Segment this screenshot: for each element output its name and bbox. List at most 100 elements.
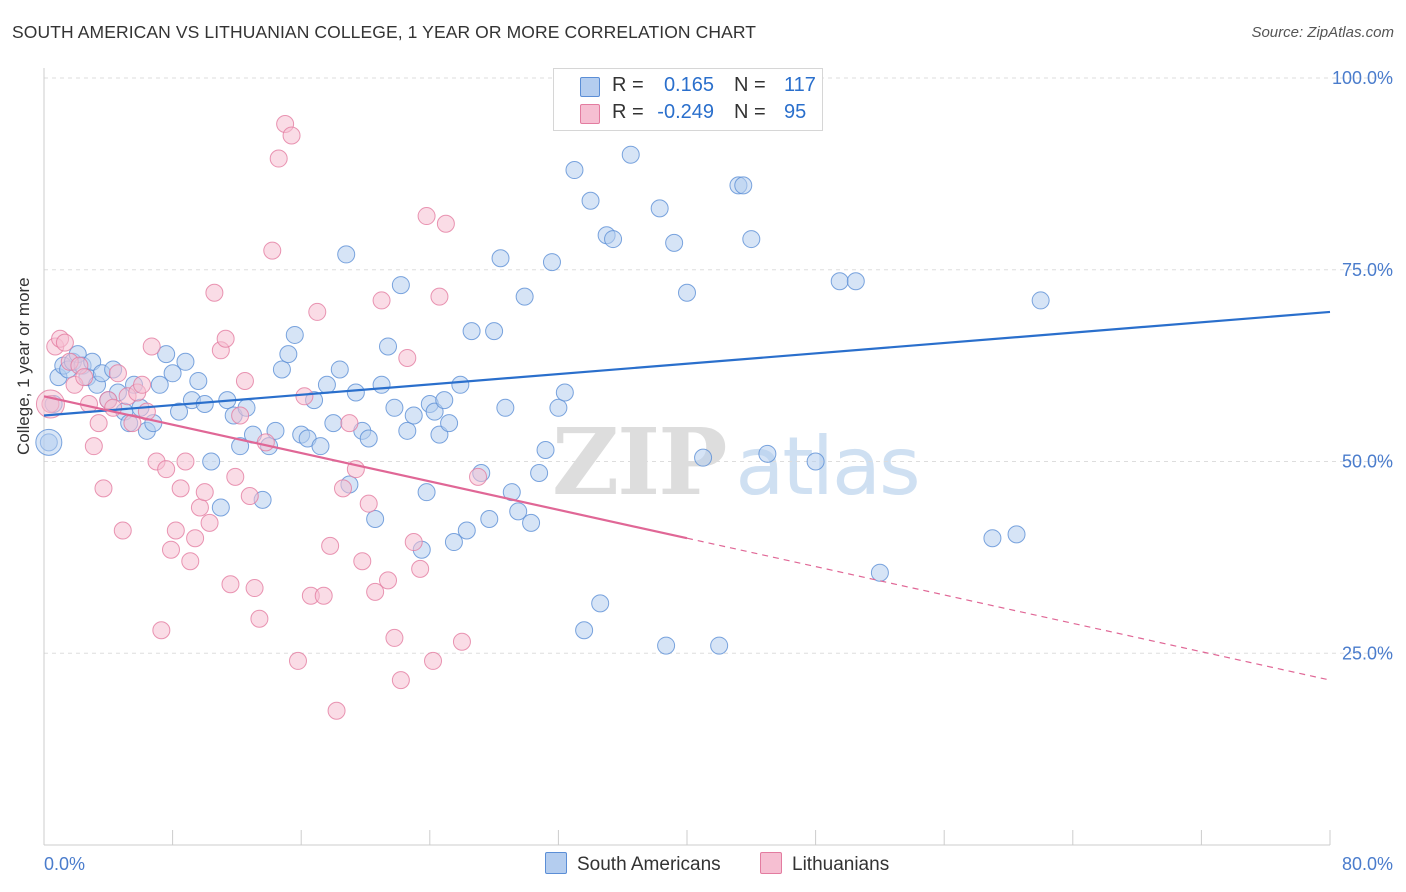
lithuanians-point [353, 552, 372, 571]
south-americans-point [346, 383, 365, 402]
south-americans-point [581, 191, 600, 210]
south-americans-point [665, 233, 684, 252]
lithuanians-point [327, 701, 346, 720]
legend-row-lithuanians: R = -0.249 N = 95 [554, 101, 822, 127]
lithuanians-point [398, 348, 417, 367]
lithuanians-point-large [35, 389, 65, 419]
legend-r-label: R = [612, 74, 644, 96]
bottom-legend-swatch-blue [545, 852, 567, 874]
south-americans-point [457, 521, 476, 540]
south-americans-point [366, 510, 385, 529]
lithuanians-point [171, 479, 190, 498]
bottom-legend-swatch-pink [760, 852, 782, 874]
y-tick-label: 25.0% [1342, 643, 1393, 663]
lithuanians-point [123, 414, 142, 433]
lithuanians-point [84, 437, 103, 456]
lithuanians-point [314, 586, 333, 605]
lithuanians-point [282, 126, 301, 145]
lithuanians-point [469, 467, 488, 486]
lithuanians-point [436, 214, 455, 233]
source-label: Source: ZipAtlas.com [1251, 24, 1394, 41]
south-americans-point [404, 406, 423, 425]
lithuanians-point [333, 479, 352, 498]
bottom-legend-lithuanians: Lithuanians [760, 852, 889, 876]
lithuanians-point [235, 371, 254, 390]
south-americans-point [385, 398, 404, 417]
south-americans-point [657, 636, 676, 655]
lithuanians-point [133, 375, 152, 394]
x-tick-label-max: 80.0% [1342, 854, 1393, 874]
south-americans-point [650, 199, 669, 218]
south-americans-point [1031, 291, 1050, 310]
south-americans-point [502, 483, 521, 502]
lithuanians-point [391, 671, 410, 690]
south-americans-point [742, 230, 761, 249]
lithuanians-point [113, 521, 132, 540]
south-americans-point [565, 161, 584, 180]
lithuanians-point [295, 387, 314, 406]
legend-swatch-pink [580, 104, 600, 124]
lithuanians-point [166, 521, 185, 540]
south-americans-point [830, 272, 849, 291]
lithuanians-point [142, 337, 161, 356]
south-americans-point [485, 322, 504, 341]
lithuanians-point [372, 291, 391, 310]
lithuanians-point [379, 571, 398, 590]
legend-row-south-americans: R = 0.165 N = 117 [554, 74, 822, 100]
south-americans-point [549, 398, 568, 417]
lithuanians-point [240, 487, 259, 506]
south-americans-point [983, 529, 1002, 548]
south-americans-point [806, 452, 825, 471]
legend-swatch-blue [580, 77, 600, 97]
lithuanians-point [75, 368, 94, 387]
y-axis-label: College, 1 year or more [14, 277, 33, 455]
lithuanians-point [200, 513, 219, 532]
lithuanians-point [340, 414, 359, 433]
correlation-legend: R = 0.165 N = 117 R = -0.249 N = 95 [553, 68, 823, 131]
legend-n-value: 95 [784, 101, 807, 123]
south-americans-point [846, 272, 865, 291]
lithuanians-point [152, 621, 171, 640]
south-americans-point [694, 448, 713, 467]
south-americans-point [150, 375, 169, 394]
lithuanians-point [424, 651, 443, 670]
lithuanians-point [181, 552, 200, 571]
legend-n-label: N = [734, 74, 766, 96]
south-americans-point [536, 440, 555, 459]
south-americans-point [591, 594, 610, 613]
south-americans-point [266, 421, 285, 440]
south-americans-trend-line [43, 310, 1331, 417]
bottom-legend-label: Lithuanians [792, 854, 890, 875]
y-tick-label: 100.0% [1332, 68, 1393, 88]
lithuanians-trend-line-extrapolated [686, 537, 1331, 681]
y-tick-label: 50.0% [1342, 452, 1393, 472]
lithuanians-point [205, 283, 224, 302]
south-americans-point [425, 402, 444, 421]
south-americans-point [272, 360, 291, 379]
south-americans-point [480, 510, 499, 529]
lithuanians-point [452, 632, 471, 651]
south-americans-point [870, 563, 889, 582]
south-americans-point [391, 276, 410, 295]
south-americans-point [451, 375, 470, 394]
lithuanians-point [321, 536, 340, 555]
south-americans-point [359, 429, 378, 448]
lithuanians-point [417, 207, 436, 226]
legend-n-label: N = [734, 101, 766, 123]
south-americans-point [189, 371, 208, 390]
lithuanians-point [256, 433, 275, 452]
south-americans-point [515, 287, 534, 306]
bottom-legend-south-americans: South Americans [545, 852, 721, 876]
south-americans-point [491, 249, 510, 268]
legend-r-label: R = [612, 101, 644, 123]
south-americans-point [509, 502, 528, 521]
south-americans-point [317, 375, 336, 394]
south-americans-point [621, 145, 640, 164]
south-americans-point [337, 245, 356, 264]
south-americans-point [542, 253, 561, 272]
lithuanians-point [308, 302, 327, 321]
south-americans-point [379, 337, 398, 356]
lithuanians-point [157, 460, 176, 479]
lithuanians-point [55, 333, 74, 352]
south-americans-point [555, 383, 574, 402]
